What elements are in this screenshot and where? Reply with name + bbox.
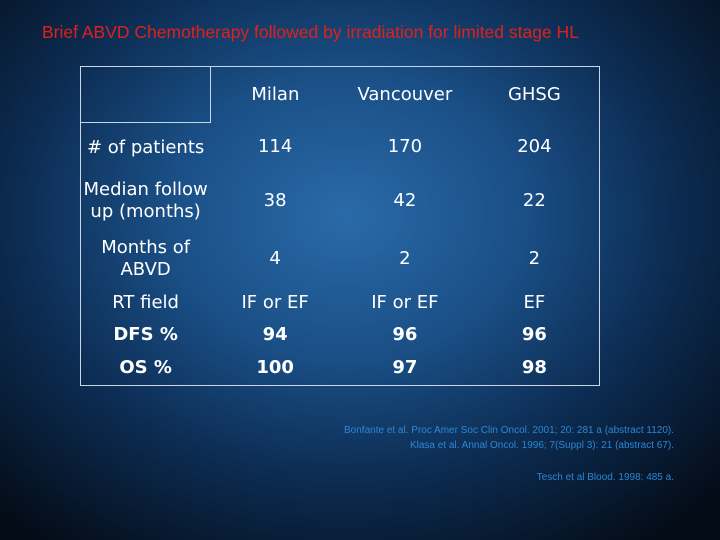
table-row: DFS % 94 96 96 [81,319,600,352]
table-cell: 2 [528,247,541,269]
table-cell: 22 [522,189,546,211]
table-cell: 42 [393,189,417,211]
table-cell: 100 [256,357,294,379]
table-cell: 204 [517,136,552,158]
table-cell: 38 [263,189,287,211]
table-cell: 96 [392,324,418,345]
table-cell: 4 [269,247,281,269]
table-cell: IF or EF [371,292,439,314]
table-row: OS % 100 97 98 [81,351,600,385]
reference-klasa: Klasa et al. Annal Oncol. 1996; 7(Suppl … [409,440,674,451]
row-label: OS % [119,357,172,379]
table-row: RT field IF or EF IF or EF EF [81,288,600,319]
references: Bonfante et al. Proc Amer Soc Clin Oncol… [254,423,674,485]
table-cell: 97 [392,357,418,379]
table-cell: 98 [521,357,547,379]
column-header-ghsg: GHSG [507,83,561,105]
table-cell: 170 [387,136,423,158]
column-header-vancouver: Vancouver [357,83,453,105]
column-header-milan: Milan [251,83,300,105]
results-table: Milan Vancouver GHSG # of patients 114 1… [80,65,600,386]
reference-bonfante: Bonfante et al. Proc Amer Soc Clin Oncol… [344,425,674,436]
row-label: Median follow up (months) [83,178,208,222]
table-cell: 94 [262,324,288,345]
table-cell: 96 [521,324,547,345]
table-row: Months of ABVD 4 2 2 [81,229,600,288]
row-label: DFS % [113,324,178,345]
table-row: Median follow up (months) 38 42 22 [81,172,600,229]
table-cell: 2 [399,247,411,269]
slide-title: Brief ABVD Chemotherapy followed by irra… [42,22,579,42]
table-header-row: Milan Vancouver GHSG [80,65,600,124]
table-cell: EF [523,292,546,314]
row-label: RT field [112,292,179,314]
row-label: Months of ABVD [101,236,191,280]
table-cell: 114 [257,136,293,158]
row-label: # of patients [86,136,205,158]
table-row: # of patients 114 170 204 [81,123,600,172]
table-corner-cell [80,65,211,124]
table-cell: IF or EF [241,292,309,314]
reference-tesch: Tesch et al Blood. 1998: 485 a. [536,472,674,483]
